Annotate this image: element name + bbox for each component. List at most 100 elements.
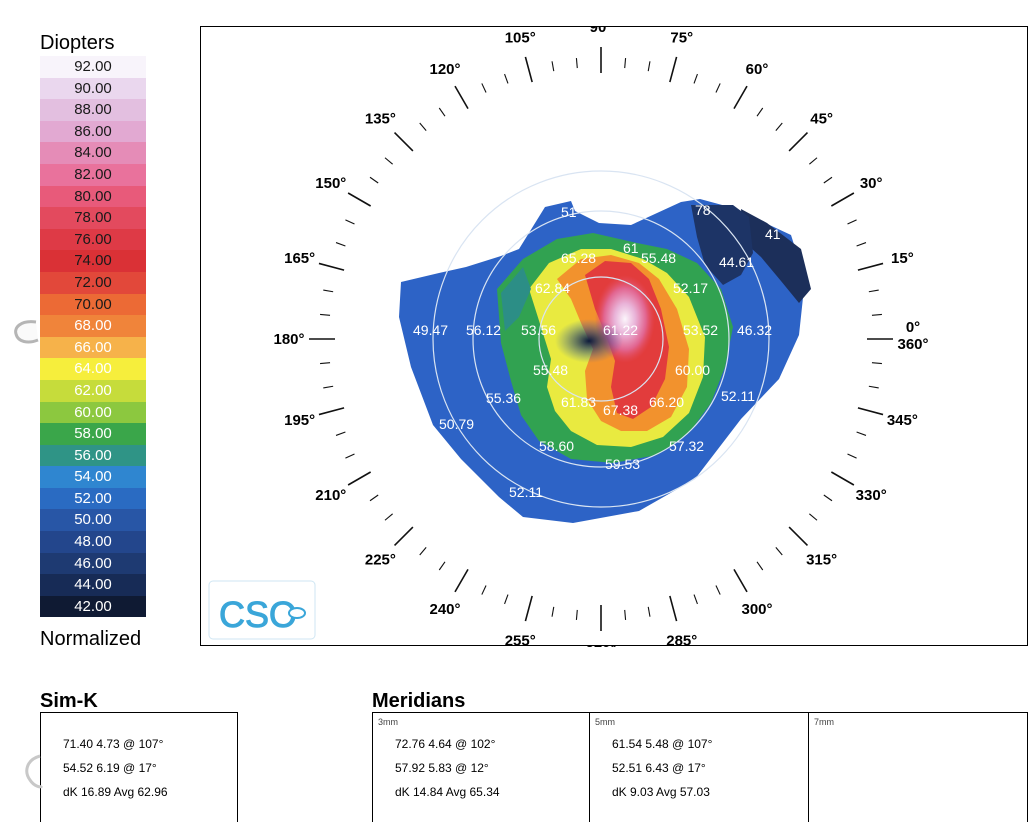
scale-row: 64.00 [40, 358, 146, 380]
angle-tick [481, 585, 487, 595]
map-value: 67.38 [603, 402, 638, 418]
scale-row: 54.00 [40, 466, 146, 488]
angle-tick [347, 471, 372, 486]
scale-row: 68.00 [40, 315, 146, 337]
angle-tick [775, 122, 783, 131]
scale-row: 56.00 [40, 444, 146, 467]
angle-tick [788, 131, 809, 152]
angle-tick [454, 568, 469, 593]
angle-tick [454, 85, 469, 110]
map-value: 61 [623, 240, 639, 256]
angle-label: 45° [810, 110, 833, 127]
angle-label: 15° [891, 250, 914, 267]
scale-row: 44.00 [40, 574, 146, 596]
angle-label: 60° [746, 61, 769, 78]
angle-tick [318, 407, 345, 416]
scale-row: 46.00 [40, 552, 146, 575]
scale-row: 70.00 [40, 293, 146, 316]
corneal-map[interactable]: 0° 15° 30° 45° 60° 75° 90° 105° 120° 135° 150° 165°… [201, 27, 1029, 647]
angle-tick [323, 385, 334, 389]
angle-labels: 0° 15° 30° 45° 60° 75° 90° 105° 120° 135° 150° 165°… [273, 27, 928, 647]
map-values: 49.47 56.12 53.56 61.22 53.52 46.32 65.2… [413, 202, 781, 500]
map-value: 52.11 [509, 484, 543, 500]
angle-tick [384, 513, 393, 521]
angle-tick [756, 561, 764, 571]
scale-footer: Normalized [40, 628, 142, 650]
scale-row: 50.00 [40, 509, 146, 532]
angle-tick [393, 131, 414, 152]
scale-row: 88.00 [40, 99, 146, 121]
map-value: 59.53 [605, 456, 640, 472]
map-value: 53.56 [521, 322, 556, 338]
meridian-line: dK 14.84 Avg 65.34 [395, 785, 500, 799]
angle-label: 120° [429, 61, 460, 78]
map-value: 62.84 [535, 280, 570, 296]
angle-tick [830, 192, 855, 207]
angle-tick [575, 58, 578, 69]
scale-row: 78.00 [40, 207, 146, 229]
scale-row: 62.00 [40, 379, 146, 402]
map-value: 50.79 [439, 416, 474, 432]
map-region-topright-patch [691, 205, 753, 285]
angle-tick [788, 526, 809, 547]
angle-tick [733, 568, 748, 593]
angle-tick [715, 585, 721, 595]
scale-row: 72.00 [40, 271, 146, 294]
angle-tick [347, 192, 372, 207]
angle-tick [847, 453, 857, 459]
angle-label: 360° [897, 336, 928, 353]
scale-slider-handle-secondary [25, 754, 44, 789]
angle-label: 75° [670, 30, 693, 47]
angle-label: 330° [856, 487, 887, 504]
scale-row: 76.00 [40, 228, 146, 251]
angle-tick [847, 219, 857, 225]
angle-tick [809, 513, 818, 521]
meridian-line: 72.76 4.64 @ 102° [395, 737, 496, 751]
angle-tick [575, 609, 578, 620]
angle-tick [669, 595, 678, 622]
map-value: 52.17 [673, 280, 708, 296]
topography-map-panel: 0° 15° 30° 45° 60° 75° 90° 105° 120° 135° 150° 165°… [200, 26, 1029, 647]
angle-tick [856, 431, 867, 436]
angle-tick [524, 56, 533, 83]
simk-line: 54.52 6.19 @ 17° [63, 761, 157, 775]
map-darkspot [555, 319, 623, 363]
angle-label: 195° [284, 412, 315, 429]
angle-label: 210° [315, 487, 346, 504]
scale-row: 92.00 [40, 56, 146, 78]
angle-tick [551, 606, 555, 617]
angle-label: 270° [585, 643, 616, 647]
angle-tick [693, 73, 698, 84]
angle-tick [419, 122, 427, 131]
angle-tick [856, 242, 867, 247]
angle-label: 0° [906, 319, 920, 336]
angle-label: 30° [860, 175, 883, 192]
angle-tick [504, 73, 509, 84]
map-region-teal-left [501, 267, 531, 331]
angle-label: 180° [273, 331, 304, 348]
meridian-label: 7mm [814, 717, 834, 727]
angle-tick [369, 176, 379, 184]
meridian-line: 52.51 6.43 @ 17° [612, 761, 706, 775]
scale-row: 66.00 [40, 336, 146, 359]
angle-tick [868, 385, 879, 389]
angle-label: 150° [315, 175, 346, 192]
map-value: 58.60 [539, 438, 574, 454]
angle-label: 345° [887, 412, 918, 429]
angle-tick [323, 289, 334, 293]
map-value: 60.00 [675, 362, 710, 378]
map-value: 49.47 [413, 322, 448, 338]
meridian-panel-7mm: 7mm [808, 712, 1028, 822]
scale-row: 84.00 [40, 142, 146, 164]
map-value: 52.11 [721, 388, 755, 404]
angle-tick [857, 262, 884, 271]
eye-icon [288, 607, 306, 619]
map-value: 61.83 [561, 394, 596, 410]
map-value: 56.12 [466, 322, 501, 338]
angle-tick [669, 56, 678, 83]
meridian-line: 61.54 5.48 @ 107° [612, 737, 713, 751]
scale-slider-handle[interactable] [10, 316, 40, 350]
angle-label: 255° [505, 632, 536, 647]
angle-tick [624, 609, 627, 620]
angle-tick [756, 107, 764, 117]
